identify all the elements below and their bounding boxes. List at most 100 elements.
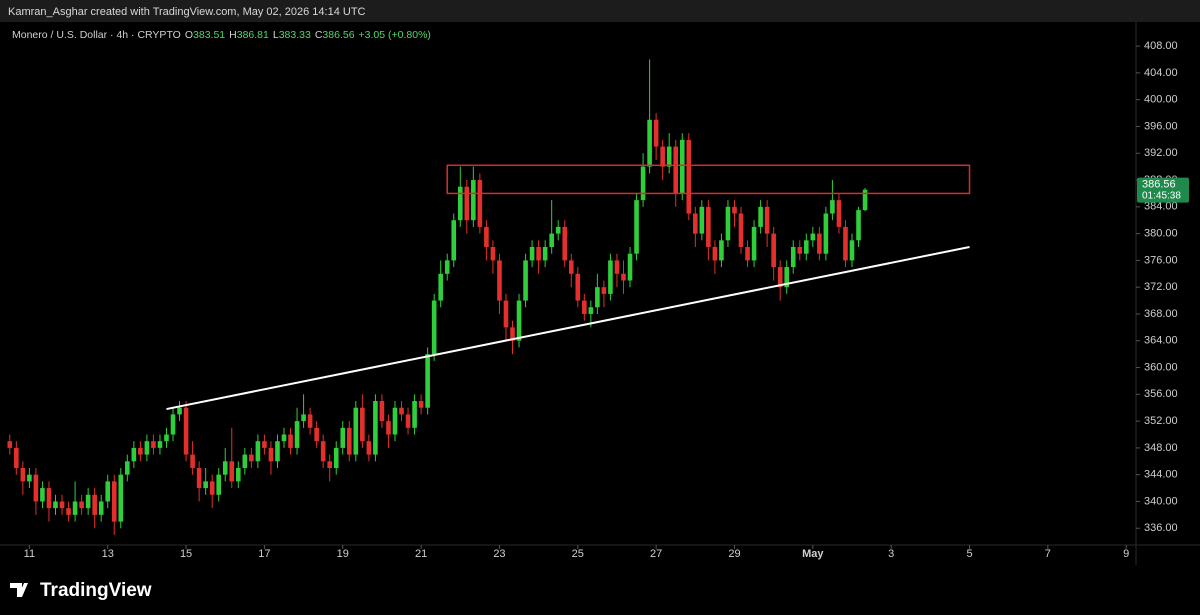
ohlc-value: 386.81 [237,29,269,41]
candle-body [98,501,104,515]
attribution: Kamran_Asghar created with TradingView.c… [8,6,366,18]
candle-body [562,226,568,261]
candle-body [14,447,19,468]
candle-body [634,200,639,254]
candle-body [745,247,750,261]
candle-body [803,240,809,254]
candle-body [464,186,470,221]
candle-body [660,146,665,167]
candle-body [151,441,156,448]
x-tick-label: 21 [415,548,427,560]
resistance-zone [446,164,971,195]
candle-body [235,467,241,482]
candle-body [105,481,111,502]
candle-body [784,267,790,288]
candle-body [222,461,228,475]
candle-body [118,474,124,522]
candle-body [601,287,607,294]
y-tick-label: 364.00 [1144,335,1178,347]
candle-body [412,401,417,428]
candle-body [183,407,189,455]
candle-body [771,233,776,268]
candle-body [262,441,267,448]
candle-body [712,247,718,261]
candle-body [399,407,404,415]
ohlc-key: O [185,29,193,41]
candle-body [725,206,731,241]
x-tick-label: May [802,548,824,560]
candle-body [314,427,319,442]
candle-body [46,488,52,509]
candle-body [340,427,346,448]
candle-body [27,474,32,482]
y-tick-label: 352.00 [1144,415,1178,427]
x-tick-label: 17 [258,548,270,560]
candle-body [542,247,548,261]
candle-body [320,441,326,462]
candle-body [595,287,600,308]
ohlc-key: L [273,29,279,41]
candle-body [523,260,528,301]
candle-body [366,441,372,455]
candle-body [627,253,633,281]
candle-body [817,233,822,254]
y-tick-label: 408.00 [1144,40,1178,52]
candle-body [823,213,829,254]
y-tick-label: 360.00 [1144,361,1178,373]
candle-body [7,441,13,448]
candle-body [490,247,496,261]
y-tick-label: 400.00 [1144,94,1178,106]
candle-body [53,501,58,509]
candle-body [758,206,763,227]
candle-body [621,273,626,281]
candle-body [405,414,411,428]
candle-body [72,501,78,515]
candle-body [333,447,339,468]
candle-body [693,213,698,234]
candle-body [653,119,659,147]
candle-body [392,407,398,435]
y-tick-label: 392.00 [1144,147,1178,159]
candle-body [477,180,483,227]
candle-body [679,139,685,194]
candle-body [170,414,176,435]
x-tick-label: 9 [1123,548,1129,560]
candle-body [614,260,620,274]
x-tick-label: 29 [728,548,740,560]
candle-body [764,206,770,234]
candle-body [85,494,91,509]
y-tick-label: 380.00 [1144,228,1178,240]
candle-body [249,454,254,462]
candle-body [79,501,84,509]
candle-body [373,401,378,455]
candle-body [457,186,463,221]
candle-body [301,414,306,422]
candle-body [588,307,594,314]
candle-body [608,260,613,294]
ohlc-value: 383.33 [279,29,311,41]
y-tick-label: 348.00 [1144,442,1178,454]
y-tick-label: 368.00 [1144,308,1178,320]
candle-body [40,488,45,502]
x-tick-label: 5 [966,548,972,560]
candle-body [190,454,195,468]
candle-body [666,146,672,167]
ohlc-key: C [315,29,323,41]
candle-body [549,233,554,248]
candle-body [699,206,705,234]
candle-body [843,226,848,261]
candle-body [516,300,522,341]
candle-body [216,474,222,495]
x-tick-label: 23 [493,548,505,560]
candle-body [510,327,515,341]
y-tick-label: 372.00 [1144,281,1178,293]
candle-body [281,434,287,442]
candle-body [797,247,803,254]
price-badge [1137,177,1189,203]
candle-body [360,407,365,442]
candle-body [111,481,117,522]
candle-body [582,300,587,314]
candle-body [732,206,737,214]
candle-body [59,501,65,509]
y-tick-label: 356.00 [1144,388,1178,400]
